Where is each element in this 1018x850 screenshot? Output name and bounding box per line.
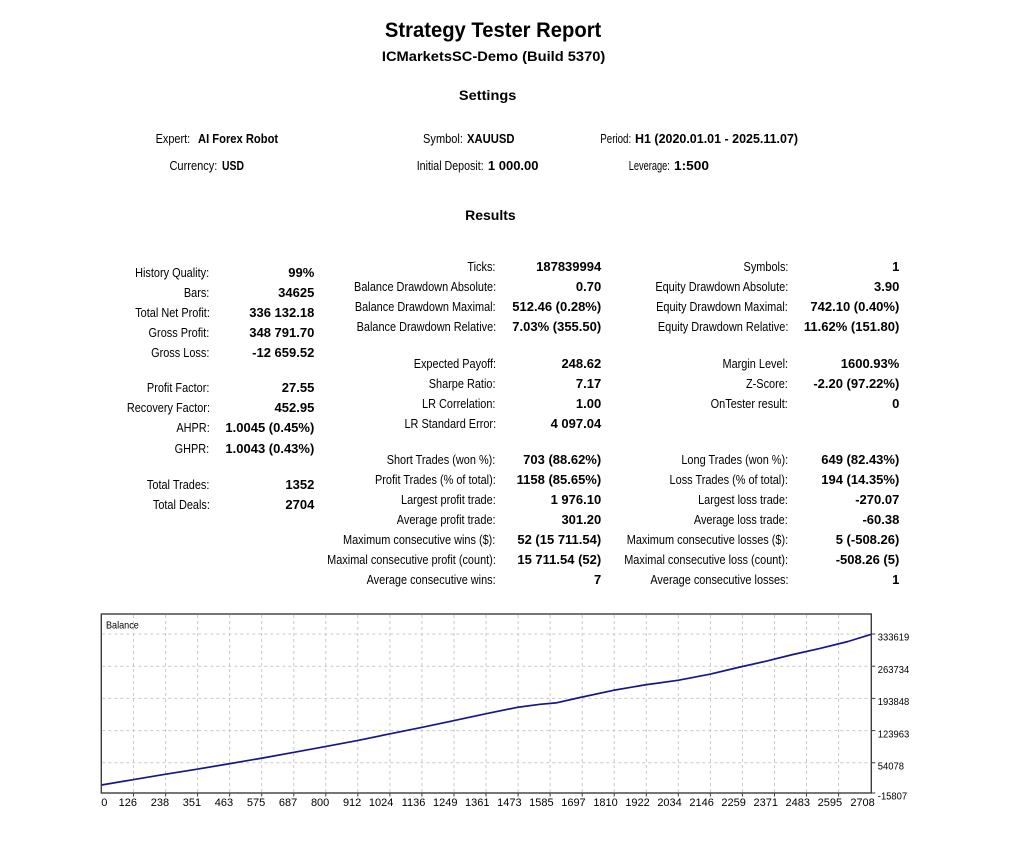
svg-text:1810: 1810 <box>593 797 617 809</box>
svg-text:1249: 1249 <box>433 797 457 809</box>
svg-text:-15807: -15807 <box>878 791 908 803</box>
svg-text:Balance: Balance <box>106 620 139 632</box>
svg-text:1585: 1585 <box>529 797 553 809</box>
svg-text:2259: 2259 <box>721 797 745 809</box>
svg-text:54078: 54078 <box>878 761 905 773</box>
svg-text:800: 800 <box>311 797 329 809</box>
svg-text:263734: 263734 <box>878 664 910 676</box>
svg-text:0: 0 <box>101 797 107 809</box>
svg-text:238: 238 <box>151 797 169 809</box>
svg-text:351: 351 <box>183 797 201 809</box>
svg-text:1024: 1024 <box>369 797 393 809</box>
svg-text:1136: 1136 <box>402 797 426 809</box>
svg-text:1473: 1473 <box>497 797 521 809</box>
svg-text:2146: 2146 <box>689 797 713 809</box>
svg-text:463: 463 <box>215 797 233 809</box>
svg-text:687: 687 <box>279 797 297 809</box>
svg-text:912: 912 <box>343 797 361 809</box>
svg-text:2708: 2708 <box>850 797 874 809</box>
svg-text:193848: 193848 <box>878 697 910 709</box>
svg-text:2483: 2483 <box>786 797 810 809</box>
svg-text:1922: 1922 <box>625 797 649 809</box>
svg-text:1361: 1361 <box>465 797 489 809</box>
svg-text:575: 575 <box>247 797 265 809</box>
svg-text:2595: 2595 <box>818 797 842 809</box>
svg-text:126: 126 <box>119 797 137 809</box>
svg-text:1697: 1697 <box>561 797 585 809</box>
svg-text:2371: 2371 <box>754 797 778 809</box>
svg-text:2034: 2034 <box>657 797 681 809</box>
svg-text:333619: 333619 <box>878 632 910 644</box>
svg-text:123963: 123963 <box>878 729 910 741</box>
